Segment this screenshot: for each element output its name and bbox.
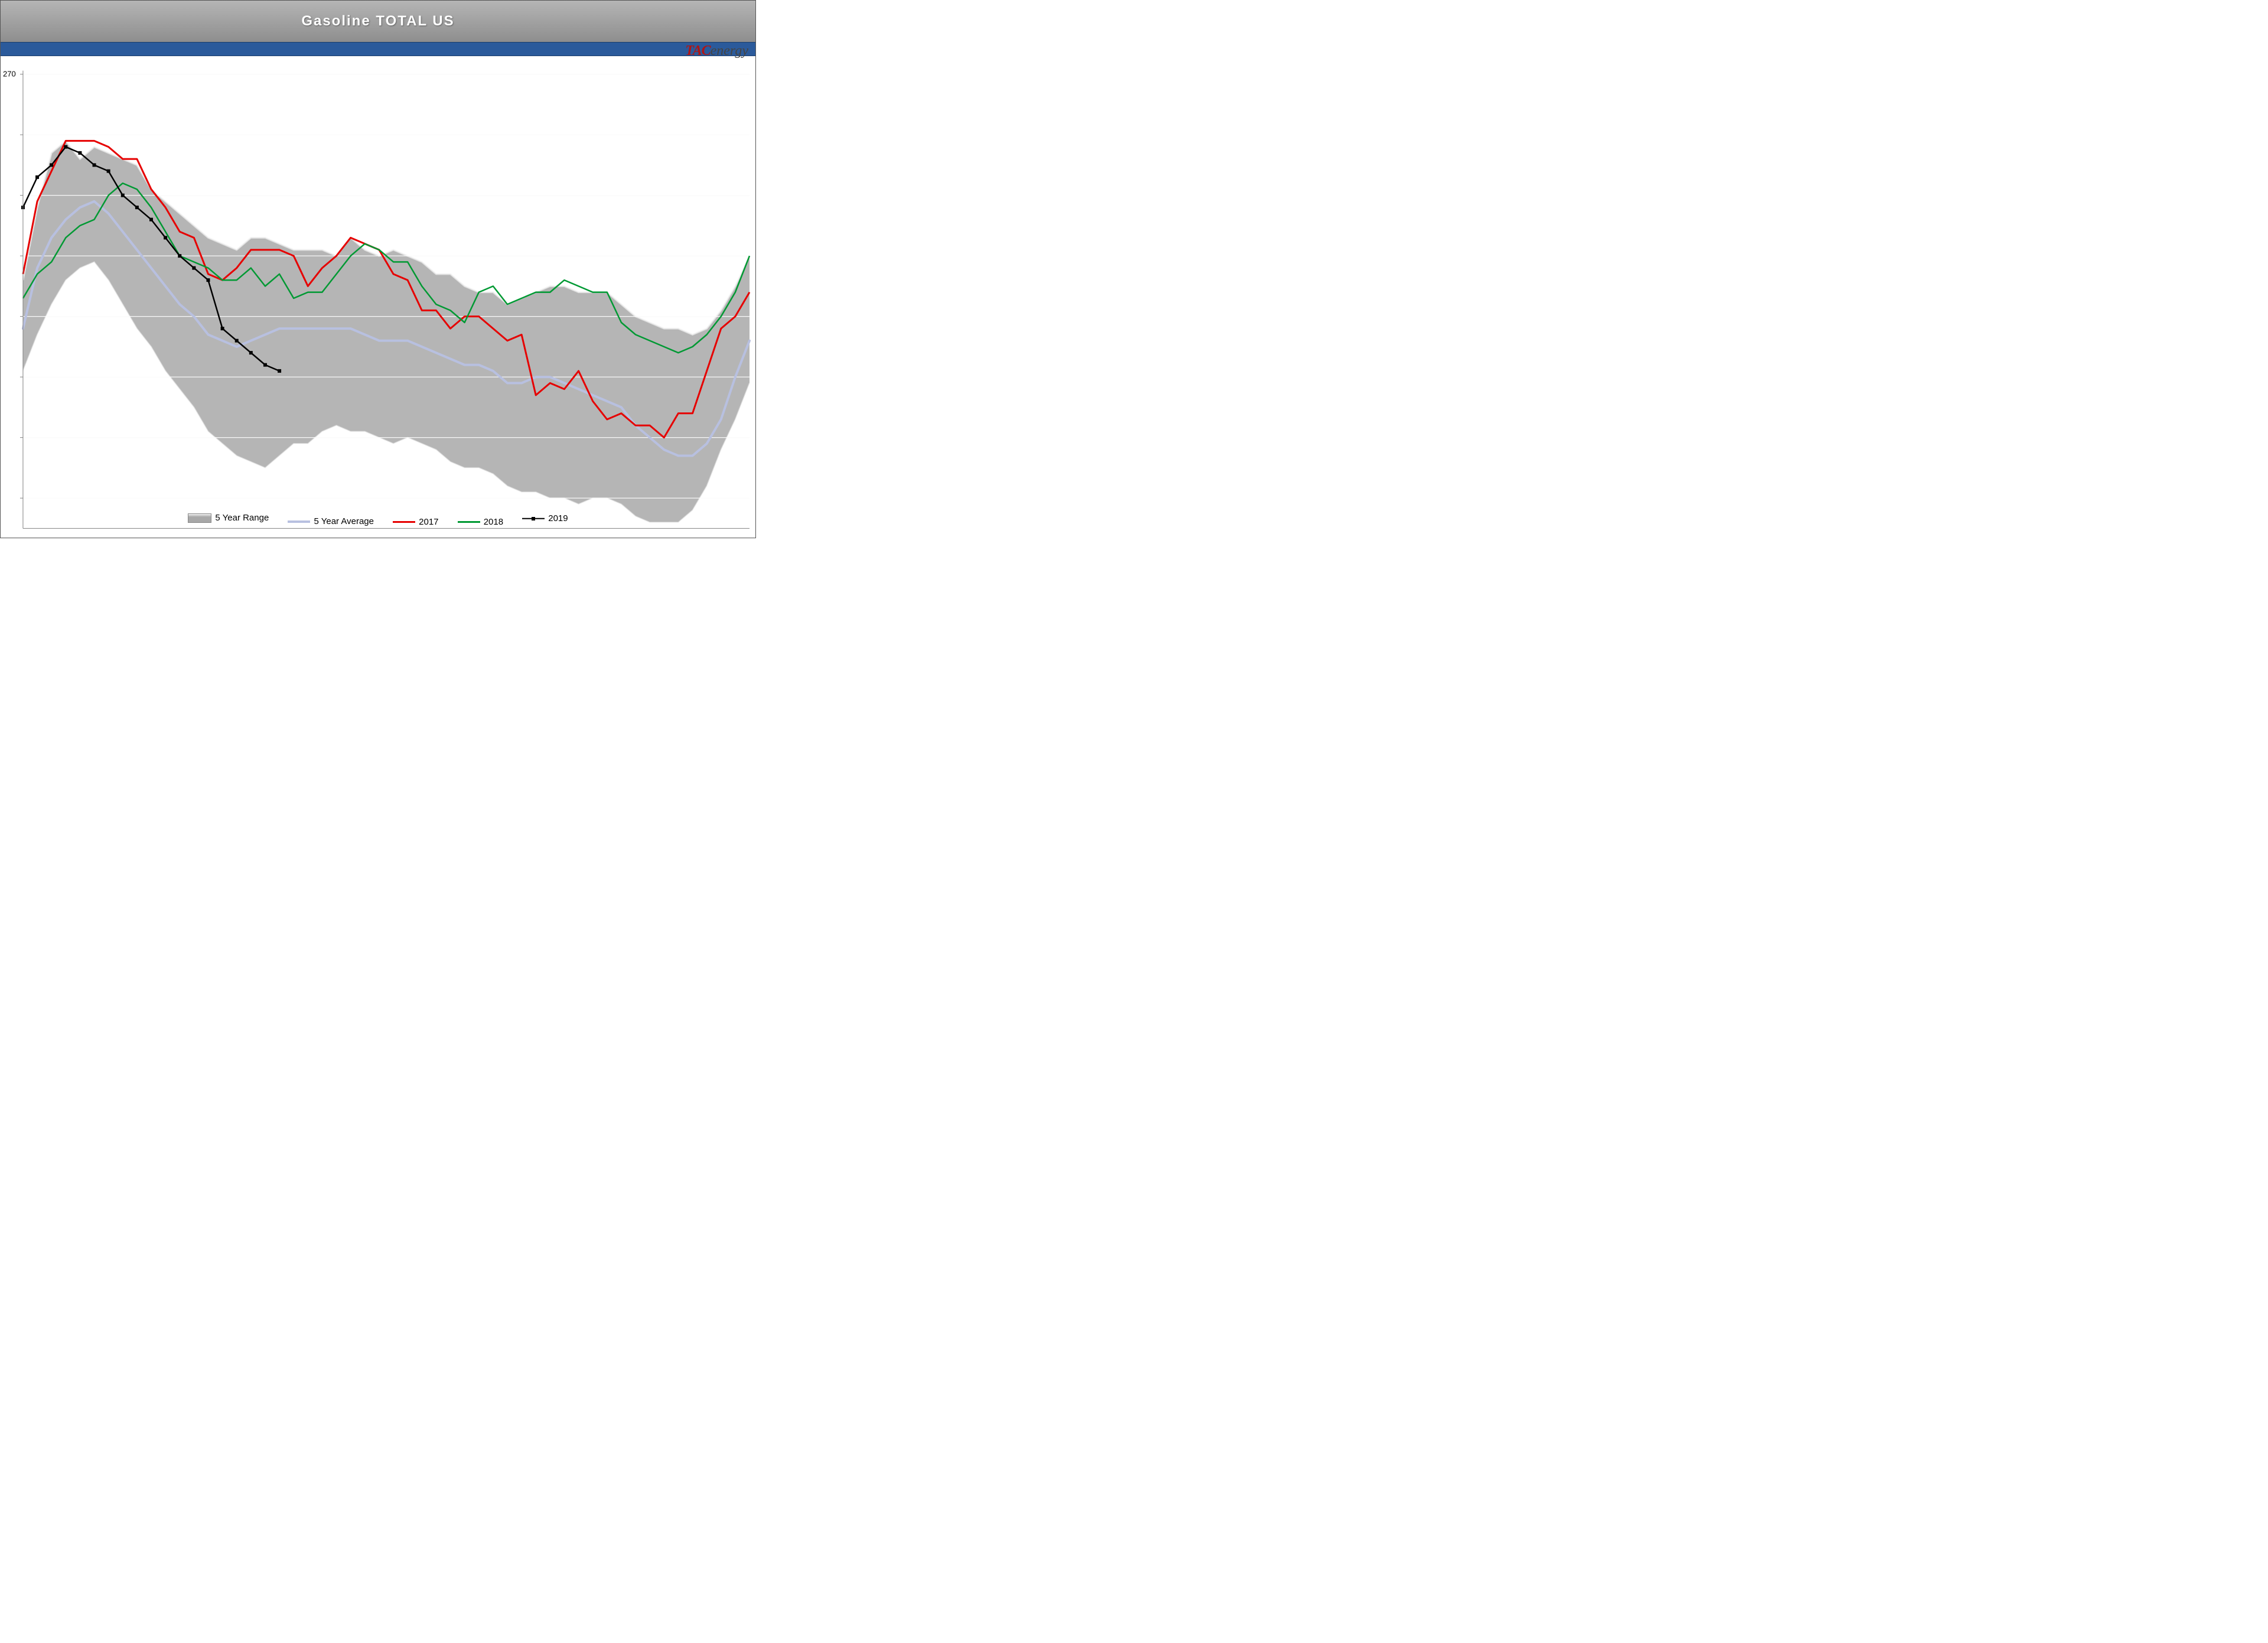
- legend-item-range: 5 Year Range: [188, 513, 269, 523]
- logo-primary: TAC: [685, 43, 710, 58]
- legend-swatch-2018: [458, 521, 480, 523]
- plot-area: 270 5 Year Range 5 Year Average 2017 201…: [1, 56, 755, 538]
- legend-swatch-2017: [393, 521, 415, 523]
- plot-svg: [1, 56, 755, 538]
- legend-item-2018: 2018: [458, 517, 503, 527]
- legend-swatch-range: [188, 513, 211, 523]
- legend-label-range: 5 Year Range: [215, 513, 269, 523]
- legend-item-2017: 2017: [393, 517, 438, 527]
- accent-bar: [1, 42, 755, 56]
- legend-label-2019: 2019: [548, 513, 568, 523]
- legend-swatch-average: [288, 520, 310, 523]
- legend-label-2018: 2018: [484, 517, 503, 527]
- brand-logo: TACenergy: [685, 43, 748, 59]
- logo-secondary: energy: [711, 43, 748, 58]
- legend-label-average: 5 Year Average: [314, 516, 373, 526]
- legend-item-2019: 2019: [522, 513, 568, 523]
- legend: 5 Year Range 5 Year Average 2017 2018 20…: [1, 513, 755, 527]
- title-bar: Gasoline TOTAL US: [1, 1, 755, 42]
- y-axis-top-label: 270: [3, 70, 16, 79]
- legend-item-average: 5 Year Average: [288, 516, 373, 526]
- chart-title: Gasoline TOTAL US: [301, 13, 454, 30]
- legend-label-2017: 2017: [419, 517, 438, 527]
- legend-swatch-2019: [522, 515, 545, 523]
- chart-container: Gasoline TOTAL US TACenergy 270 5 Year R…: [0, 0, 756, 538]
